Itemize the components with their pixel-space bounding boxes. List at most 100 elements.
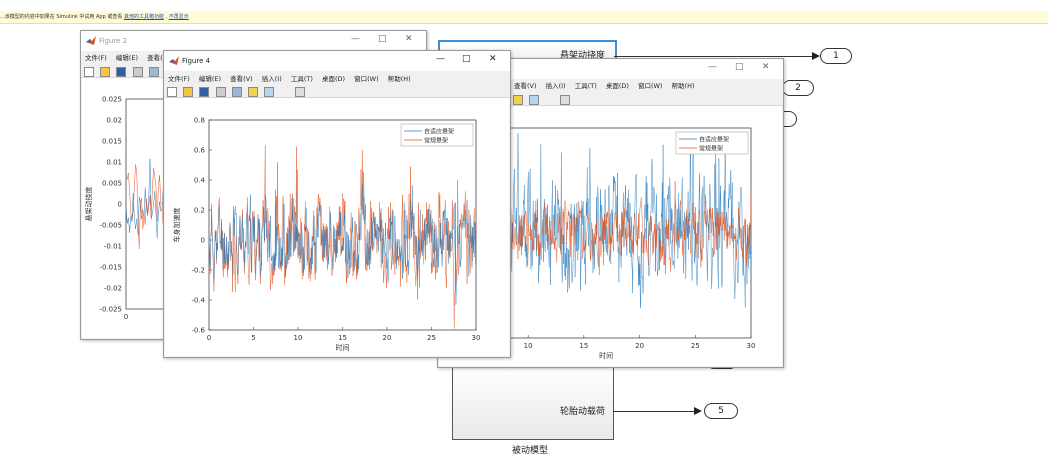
minimize-icon[interactable]: — xyxy=(436,54,445,64)
menu-edit[interactable]: 编辑(E) xyxy=(198,75,222,83)
new-figure-icon[interactable] xyxy=(84,67,94,77)
menu-tools[interactable]: 工具(T) xyxy=(290,75,313,83)
figure2-title: Figure 2 xyxy=(99,37,128,45)
legend-icon[interactable] xyxy=(264,87,275,97)
figure4-titlebar[interactable]: Figure 4 — □ ✕ xyxy=(164,51,510,71)
x-tick-label: 30 xyxy=(472,334,481,342)
y-tick-label: 0.6 xyxy=(194,147,206,155)
y-tick-label: 0 xyxy=(118,201,122,209)
figure4-toolbar xyxy=(164,85,510,98)
menu-window[interactable]: 窗口(W) xyxy=(637,82,663,90)
y-axis-label: 车身加速度 xyxy=(172,208,181,243)
x-axis-label: 时间 xyxy=(336,343,350,352)
notice-link-dismiss[interactable]: 不再显示 xyxy=(168,14,189,20)
menu-file[interactable]: 文件(F) xyxy=(168,75,190,83)
y-tick-label: -0.025 xyxy=(99,306,122,314)
y-tick-label: 0.8 xyxy=(194,117,205,125)
maximize-icon[interactable]: □ xyxy=(462,54,471,64)
maximize-icon[interactable]: □ xyxy=(378,34,387,44)
x-tick-label: 30 xyxy=(747,342,756,350)
matlab-logo-icon xyxy=(86,36,96,45)
menu-insert[interactable]: 插入(I) xyxy=(545,82,566,90)
minimize-icon[interactable]: — xyxy=(708,62,717,72)
new-figure-icon[interactable] xyxy=(167,87,177,97)
property-icon[interactable] xyxy=(559,95,570,105)
series-conventional-line xyxy=(208,145,477,329)
print-icon[interactable] xyxy=(215,87,226,97)
outport-5[interactable]: 5 xyxy=(704,403,738,419)
menu-insert[interactable]: 插入(I) xyxy=(261,75,282,83)
figure3-titlebar[interactable]: — □ ✕ xyxy=(438,59,783,79)
y-tick-label: 0.02 xyxy=(106,117,122,125)
x-tick-label: 15 xyxy=(338,334,347,342)
edit-plot-icon[interactable] xyxy=(248,87,259,97)
notice-link-tools[interactable]: 其他的工具箱功能 xyxy=(123,14,164,20)
block-name-label: 被动模型 xyxy=(512,446,549,456)
y-tick-label: -0.02 xyxy=(104,285,122,293)
pointer-icon[interactable] xyxy=(545,95,553,103)
figure2-titlebar[interactable]: Figure 2 — □ ✕ xyxy=(81,31,426,51)
x-axis-label: 时间 xyxy=(599,351,613,360)
edit-plot-icon[interactable] xyxy=(513,95,523,105)
signal-label-5: 轮胎动载荷 xyxy=(560,407,606,417)
menu-edit[interactable]: 编辑(E) xyxy=(115,54,139,62)
x-tick-label: 25 xyxy=(427,334,436,342)
save-icon[interactable] xyxy=(116,67,127,77)
figure4-window[interactable]: Figure 4 — □ ✕ 文件(F) 编辑(E) 查看(V) 插入(I) 工… xyxy=(163,50,511,358)
menu-file[interactable]: 文件(F) xyxy=(85,54,107,62)
notice-text: ...该模型的内容中如果在 Simulink 中试用 App 或查看 xyxy=(0,14,123,20)
passive-model-block[interactable] xyxy=(452,366,614,440)
y-tick-label: -0.005 xyxy=(99,222,122,230)
property-icon[interactable] xyxy=(294,87,305,97)
pointer-icon[interactable] xyxy=(281,87,289,95)
legend-entry: 常规悬架 xyxy=(699,145,723,153)
close-icon[interactable]: ✕ xyxy=(762,62,770,72)
x-tick-label: 15 xyxy=(579,342,588,350)
outport-1[interactable]: 1 xyxy=(820,48,852,64)
minimize-icon[interactable]: — xyxy=(351,34,360,44)
menu-desktop[interactable]: 桌面(D) xyxy=(605,82,629,90)
x-tick-label: 5 xyxy=(251,334,255,342)
menu-window[interactable]: 窗口(W) xyxy=(354,75,379,83)
y-tick-label: 0 xyxy=(201,237,205,245)
menu-view[interactable]: 查看(V) xyxy=(230,75,253,83)
close-icon[interactable]: ✕ xyxy=(405,34,413,44)
figure3-menubar: 查看(V) 插入(I) 工具(T) 桌面(D) 窗口(W) 帮助(H) xyxy=(510,80,783,92)
matlab-logo-icon xyxy=(169,56,179,65)
x-tick-label: 0 xyxy=(124,313,128,321)
legend-entry: 自适应悬架 xyxy=(424,128,454,136)
menu-view[interactable]: 查看(V) xyxy=(147,54,170,62)
y-tick-label: 0.4 xyxy=(194,177,206,185)
y-tick-label: 0.01 xyxy=(106,159,122,167)
menu-desktop[interactable]: 桌面(D) xyxy=(321,75,346,83)
legend-entry: 自适应悬架 xyxy=(699,136,729,144)
figure4-chart: 0.80.60.40.20-0.2-0.4-0.60 5 10 15 20 25 30时间车… xyxy=(172,117,481,353)
figure2-menubar: 文件(F) 编辑(E) 查看(V) xyxy=(81,52,426,64)
open-file-icon[interactable] xyxy=(100,67,111,77)
legend-box xyxy=(675,131,749,155)
menu-tools[interactable]: 工具(T) xyxy=(574,82,597,90)
save-icon[interactable] xyxy=(199,87,210,97)
signal-label-1: 悬架动挠度 xyxy=(560,51,606,61)
menu-help[interactable]: 帮助(H) xyxy=(671,82,695,90)
zoom-icon[interactable] xyxy=(148,67,159,77)
maximize-icon[interactable]: □ xyxy=(735,62,744,72)
open-file-icon[interactable] xyxy=(183,87,194,97)
series-adaptive-line xyxy=(208,169,477,305)
figure4-plot: 0.8 0.6 0.4 0.2 0 -0.2 -0.4 -0.6 0 5 10 15 20 25 30 时间车… xyxy=(165,98,509,356)
print-icon[interactable] xyxy=(132,67,143,77)
figure4-menubar: 文件(F) 编辑(E) 查看(V) 插入(I) 工具(T) 桌面(D) 窗口(W… xyxy=(164,73,510,85)
y-tick-label: -0.015 xyxy=(99,264,122,272)
x-tick-label: 25 xyxy=(691,342,700,350)
menu-view[interactable]: 查看(V) xyxy=(514,82,537,90)
zoom-icon[interactable] xyxy=(231,87,242,97)
x-tick-label: 0 xyxy=(207,334,211,342)
menu-help[interactable]: 帮助(H) xyxy=(387,75,411,83)
outport-2[interactable]: 2 xyxy=(782,80,814,96)
y-tick-label: -0.2 xyxy=(191,267,205,275)
close-icon[interactable]: ✕ xyxy=(489,54,497,64)
legend-icon[interactable] xyxy=(529,95,540,105)
legend-entry: 常规悬架 xyxy=(424,137,448,145)
figure3-toolbar xyxy=(510,93,783,106)
y-tick-label: -0.01 xyxy=(104,243,122,251)
